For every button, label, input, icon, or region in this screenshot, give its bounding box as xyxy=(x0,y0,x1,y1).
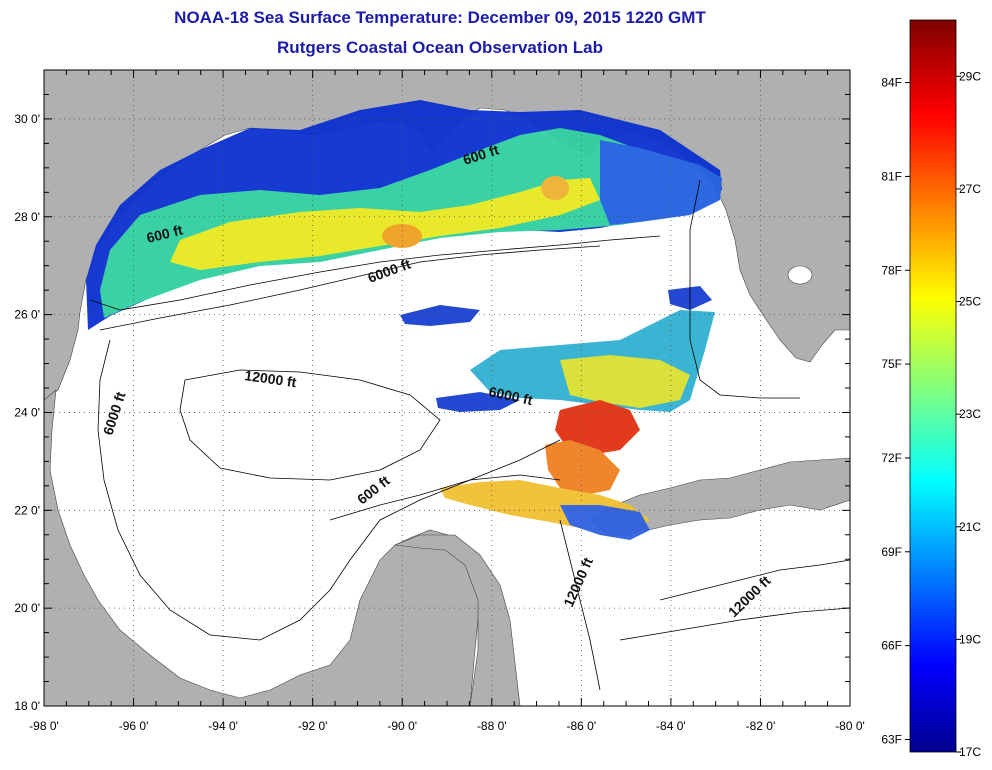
sst-loop-orange xyxy=(545,440,620,495)
celsius-label: 23C xyxy=(959,407,981,421)
lat-tick-label: 24 0' xyxy=(14,405,40,419)
lon-tick-label: -88 0' xyxy=(477,719,507,733)
contour-florida-shelf xyxy=(689,179,800,399)
lat-tick-label: 26 0' xyxy=(14,308,40,322)
sst-swath xyxy=(86,100,722,540)
lon-tick-label: -84 0' xyxy=(656,719,686,733)
lon-tick-label: -98 0' xyxy=(29,719,59,733)
contour-12000ft-cayman xyxy=(659,559,850,601)
contour-label: 12000 ft xyxy=(244,367,298,390)
contour-caribbean xyxy=(619,607,850,641)
land-masses xyxy=(44,70,850,706)
celsius-label: 27C xyxy=(959,182,981,196)
lat-tick-label: 22 0' xyxy=(14,503,40,517)
cuba xyxy=(589,457,850,537)
contour-6000ft-north xyxy=(99,245,601,331)
yucatan-peninsula xyxy=(394,534,521,706)
fahrenheit-label: 81F xyxy=(881,169,902,183)
colorbar-fahrenheit-scale: 63F 66F 69F 72F 75F 78F 81F 84F xyxy=(881,76,910,746)
contour-600ft-yucatan xyxy=(329,474,561,521)
longitude-axis: -98 0' -96 0' -94 0' -92 0' -90 0' -88 0' -86 … xyxy=(29,70,865,733)
fahrenheit-label: 66F xyxy=(881,639,902,653)
fahrenheit-label: 63F xyxy=(881,732,902,746)
sst-blue-fleck-2 xyxy=(436,392,520,412)
fahrenheit-label: 84F xyxy=(881,76,902,90)
lon-tick-label: -82 0' xyxy=(746,719,776,733)
celsius-label: 21C xyxy=(959,520,981,534)
sst-loop-current xyxy=(555,400,640,455)
lon-tick-label: -90 0' xyxy=(387,719,417,733)
map-subtitle: Rutgers Coastal Ocean Observation Lab xyxy=(277,38,603,57)
sst-south-blue xyxy=(560,505,650,540)
lat-tick-label: 20 0' xyxy=(14,601,40,615)
celsius-label: 25C xyxy=(959,295,981,309)
colorbar xyxy=(909,19,957,753)
contour-6000ft-west xyxy=(97,339,561,641)
lon-tick-label: -80 0' xyxy=(835,719,865,733)
sst-east-strip xyxy=(600,140,722,225)
contour-600ft xyxy=(89,235,661,311)
lon-tick-label: -96 0' xyxy=(119,719,149,733)
sst-orange-spot-2 xyxy=(541,176,569,200)
lat-tick-label: 30 0' xyxy=(14,112,40,126)
fahrenheit-label: 78F xyxy=(881,263,902,277)
bathymetry-contours xyxy=(89,179,850,691)
colorbar-celsius-scale: 17C 19C 21C 23C 25C 27C 29C xyxy=(956,69,981,759)
sst-orange-spot xyxy=(382,224,422,248)
celsius-label: 19C xyxy=(959,632,981,646)
lon-tick-label: -94 0' xyxy=(208,719,238,733)
contour-12000ft xyxy=(179,369,441,481)
fahrenheit-label: 75F xyxy=(881,357,902,371)
lat-tick-label: 28 0' xyxy=(14,210,40,224)
lon-tick-label: -86 0' xyxy=(567,719,597,733)
sst-blue-fleck xyxy=(400,305,480,326)
map-title: NOAA-18 Sea Surface Temperature: Decembe… xyxy=(174,8,706,27)
contour-12000ft-channel xyxy=(559,519,601,691)
sst-warm-patch xyxy=(170,178,600,270)
latitude-axis: 18 0' 20 0' 22 0' 24 0' 26 0' 28 0' 30 0' xyxy=(14,69,850,713)
graticule xyxy=(44,70,850,706)
lon-tick-label: -92 0' xyxy=(298,719,328,733)
fahrenheit-label: 69F xyxy=(881,545,902,559)
sst-central-yellow xyxy=(560,355,690,408)
celsius-label: 17C xyxy=(959,745,981,759)
lake-okeechobee xyxy=(787,265,813,285)
fahrenheit-label: 72F xyxy=(881,451,902,465)
celsius-label: 29C xyxy=(959,69,981,83)
lat-tick-label: 18 0' xyxy=(14,699,40,713)
